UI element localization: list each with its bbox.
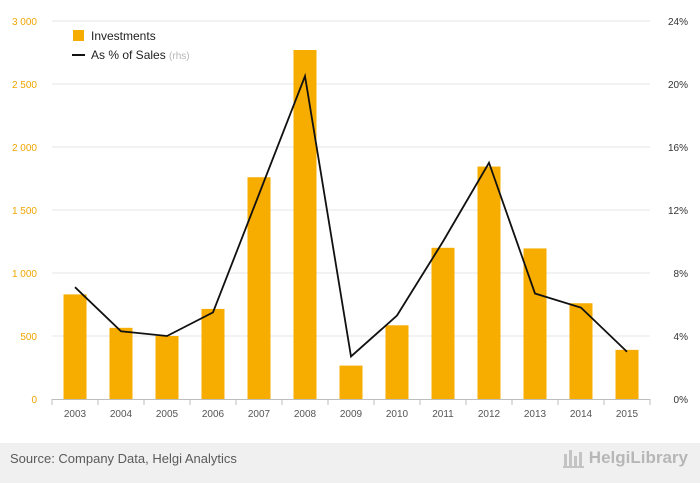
legend-label-bar: Investments: [91, 29, 156, 43]
bar: [385, 325, 409, 399]
y-right-tick-label: 20%: [668, 80, 688, 91]
y-left-tick-label: 1 500: [12, 206, 37, 217]
footer: [0, 443, 700, 483]
x-tick-label: 2011: [432, 409, 454, 420]
y-left-tick-label: 500: [20, 332, 37, 343]
y-right-tick-label: 24%: [668, 17, 688, 28]
y-left-tick-label: 2 500: [12, 80, 37, 91]
y-left-tick-label: 2 000: [12, 143, 37, 154]
bar: [201, 308, 225, 399]
x-tick-label: 2007: [248, 409, 271, 420]
x-tick-label: 2010: [386, 409, 409, 420]
line-series: [74, 72, 628, 359]
bar: [431, 247, 455, 399]
y-right-tick-label: 0%: [674, 395, 689, 406]
bar: [293, 49, 317, 399]
bar: [247, 177, 271, 399]
chart-svg: 0 500 1 000 1 500 2 000 2 500 3 000 0% 4% 8% 12% 16…: [12, 17, 689, 420]
bar: [523, 248, 547, 399]
x-tick-label: 2009: [340, 409, 363, 420]
y-right-tick-label: 4%: [674, 332, 689, 343]
brand-name: HelgiLibrary: [588, 448, 688, 467]
legend-swatch-bar: [73, 30, 84, 41]
library-icon: [562, 448, 585, 468]
y-left-tick-label: 1 000: [12, 269, 37, 280]
bar: [569, 303, 593, 399]
x-tick-label: 2013: [524, 409, 547, 420]
bar: [155, 336, 179, 399]
x-tick-label: 2014: [570, 409, 593, 420]
x-tick-label: 2004: [110, 409, 133, 420]
bar: [477, 166, 501, 399]
y-right-tick-label: 12%: [668, 206, 688, 217]
bar: [339, 365, 363, 399]
x-tick-label: 2006: [202, 409, 225, 420]
bar: [615, 349, 639, 399]
x-tick-label: 2008: [294, 409, 317, 420]
x-tick-label: 2005: [156, 409, 179, 420]
y-right-tick-label: 8%: [674, 269, 689, 280]
brand-logo: HelgiLibrary: [562, 448, 688, 468]
y-left-tick-label: 3 000: [12, 17, 37, 28]
legend-label-line: As % of Sales (rhs): [91, 48, 190, 62]
y-right-tick-label: 16%: [668, 143, 688, 154]
bar: [63, 294, 87, 399]
x-tick-label: 2012: [478, 409, 501, 420]
source-text: Source: Company Data, Helgi Analytics: [10, 451, 237, 466]
y-left-tick-label: 0: [31, 395, 37, 406]
bar: [109, 327, 133, 399]
x-tick-label: 2015: [616, 409, 639, 420]
x-tick-label: 2003: [64, 409, 87, 420]
